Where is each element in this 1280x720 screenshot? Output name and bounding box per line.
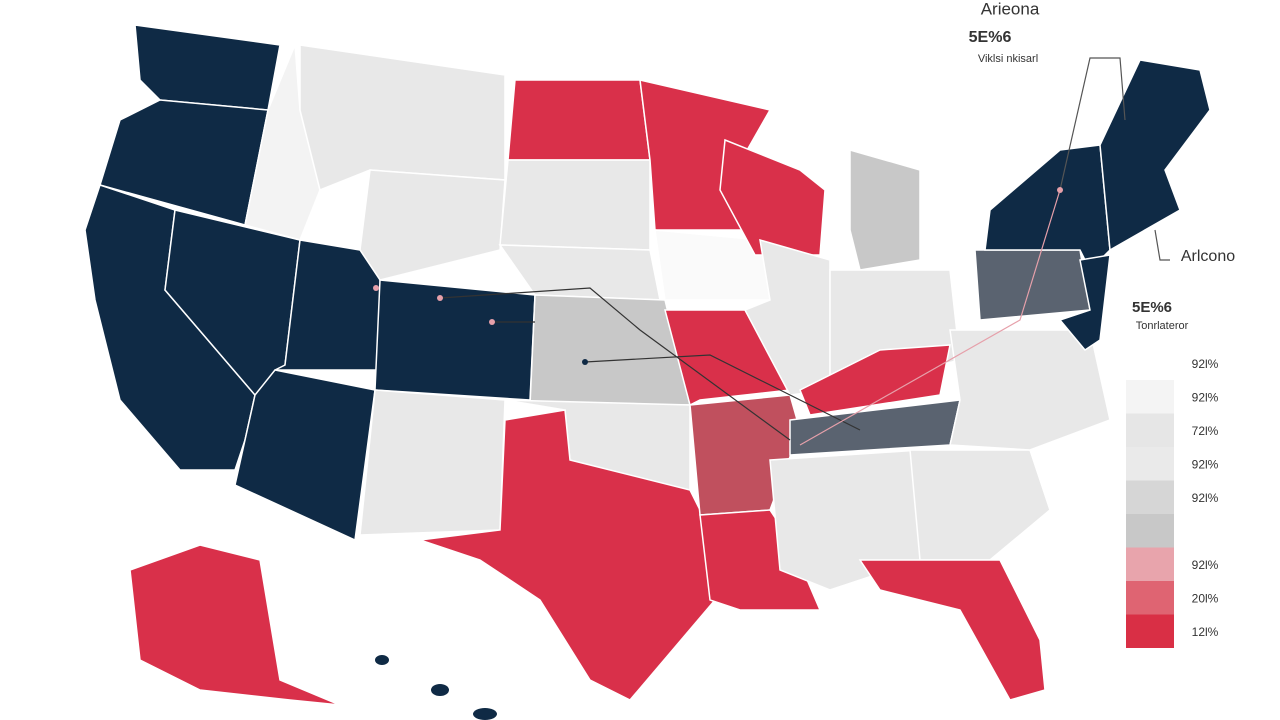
- state: [849, 149, 921, 271]
- annotation-value: 5E%6: [969, 29, 1012, 46]
- state: [664, 309, 792, 407]
- marker: [489, 319, 495, 325]
- legend-swatch: [1126, 380, 1174, 414]
- leader-line: [439, 287, 791, 441]
- state: [359, 169, 506, 281]
- state: [1058, 254, 1111, 351]
- state: [244, 44, 321, 241]
- legend-swatch: [1126, 614, 1174, 648]
- annotation-note: Tonrlateror: [1136, 320, 1189, 332]
- state: [134, 24, 281, 111]
- leader-lines: [373, 57, 1170, 446]
- annotation-title: Arieona: [981, 0, 1040, 18]
- legend-swatch: [1126, 581, 1174, 615]
- state: [374, 279, 536, 401]
- legend-label: 92l%: [1192, 391, 1219, 405]
- legend-swatch: [1126, 447, 1174, 481]
- annotation-value: 5E%6: [1132, 299, 1172, 316]
- island: [375, 655, 389, 665]
- legend: 92l% 92l% 72l% 92l% 92l% 92l% 20l% 12l%: [1126, 357, 1219, 648]
- leader-line: [1059, 57, 1126, 191]
- legend-label: 92l%: [1192, 491, 1219, 505]
- state: [1099, 59, 1211, 252]
- legend-swatch: [1126, 480, 1174, 514]
- state: [498, 244, 661, 301]
- state: [799, 344, 951, 416]
- state: [699, 509, 822, 611]
- state: [974, 249, 1091, 321]
- annotation-title: Arlcono: [1181, 248, 1235, 265]
- states: [84, 24, 1211, 720]
- leader-line: [584, 354, 861, 431]
- marker: [582, 359, 588, 365]
- annotation-note: Viklsi nkisarl: [978, 53, 1038, 65]
- marker: [1057, 187, 1063, 193]
- legend-label: 20l%: [1192, 592, 1219, 606]
- state: [129, 544, 341, 706]
- legend-label: 92l%: [1192, 458, 1219, 472]
- island: [431, 684, 449, 696]
- legend-swatch: [1126, 413, 1174, 447]
- legend-swatch: [1126, 514, 1174, 548]
- legend-swatch: [1126, 547, 1174, 581]
- state: [719, 138, 826, 256]
- legend-label: 92l%: [1192, 357, 1219, 371]
- leader-line: [799, 189, 1061, 446]
- state: [858, 559, 1046, 701]
- state: [419, 409, 716, 701]
- legend-label: 72l%: [1192, 424, 1219, 438]
- marker: [373, 285, 379, 291]
- legend-label: 92l%: [1192, 558, 1219, 572]
- marker: [437, 295, 443, 301]
- state: [507, 79, 651, 161]
- leader-line: [1154, 229, 1170, 261]
- state: [234, 369, 376, 542]
- state: [359, 389, 506, 536]
- state: [299, 44, 506, 192]
- legend-label: 12l%: [1192, 625, 1219, 639]
- state: [909, 449, 1051, 561]
- island: [473, 708, 497, 720]
- state: [499, 159, 651, 251]
